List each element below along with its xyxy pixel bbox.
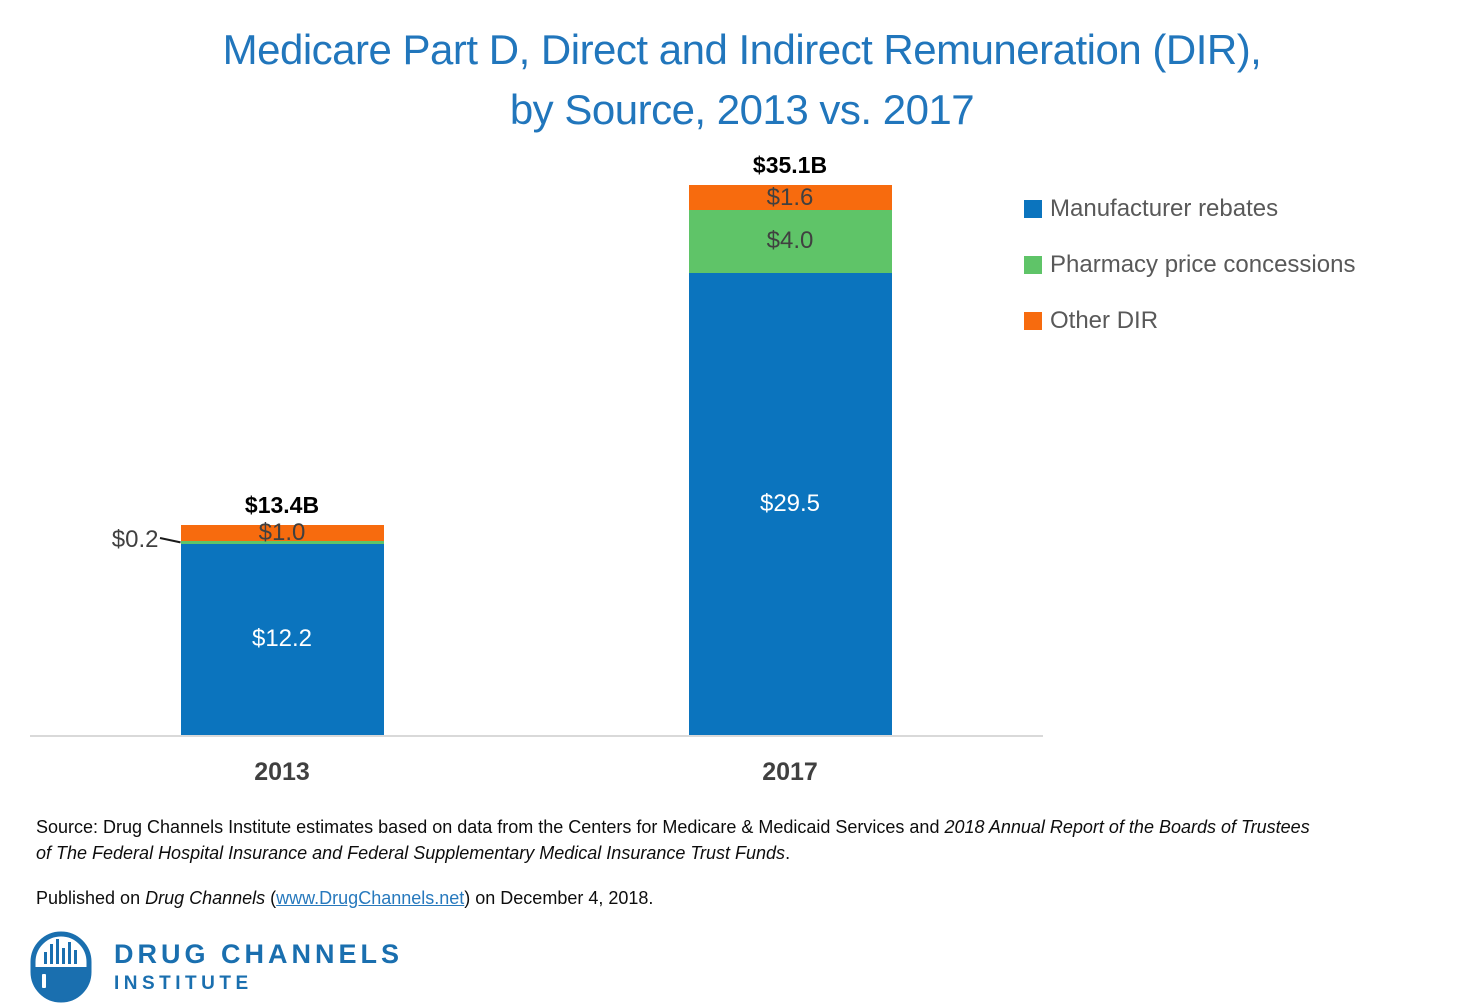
bar-segment-2013-pharmacy-price-concessions xyxy=(180,540,384,544)
drugchannels-link[interactable]: www.DrugChannels.net xyxy=(276,888,465,908)
logo-subname: INSTITUTE xyxy=(114,972,253,994)
source-note: Source: Drug Channels Institute estimate… xyxy=(36,814,1391,866)
bar-segment-label: $12.2 xyxy=(251,625,313,653)
logo-text: DRUG CHANNELS INSTITUTE xyxy=(114,939,403,996)
bar-segment-2017-pharmacy-price-concessions xyxy=(688,210,892,273)
bar-segment-2017-other-dir xyxy=(688,185,892,211)
legend-item-manufacturer-rebates: Manufacturer rebates xyxy=(1024,195,1355,222)
legend-swatch-orange-icon xyxy=(1024,312,1042,330)
x-axis-category-label: 2013 xyxy=(254,758,310,786)
published-line: Published on Drug Channels (www.DrugChan… xyxy=(36,888,653,909)
bar-segment-2017-manufacturer-rebates xyxy=(688,272,892,735)
bar-segment-label: $29.5 xyxy=(759,489,821,517)
source-period: . xyxy=(785,843,791,863)
source-italic-line2: of The Federal Hospital Insurance and Fe… xyxy=(36,843,786,863)
chart-title-line2: by Source, 2013 vs. 2017 xyxy=(509,86,975,133)
bar-segment-2013-other-dir xyxy=(180,525,384,541)
x-axis-line xyxy=(30,735,1043,737)
published-prefix: Published on xyxy=(36,888,146,908)
bar-total-label: $13.4B xyxy=(244,492,320,519)
legend-swatch-green-icon xyxy=(1024,256,1042,274)
logo-name: DRUG CHANNELS xyxy=(114,938,404,969)
x-axis-category-label: 2017 xyxy=(762,758,818,786)
capsule-logo-icon xyxy=(30,931,92,1003)
source-italic-line1: 2018 Annual Report of the Boards of Trus… xyxy=(944,817,1310,837)
legend: Manufacturer rebates Pharmacy price conc… xyxy=(1024,195,1356,365)
published-open-paren: ( xyxy=(265,888,277,908)
legend-item-other-dir: Other DIR xyxy=(1024,307,1355,334)
chart-title: Medicare Part D, Direct and Indirect Rem… xyxy=(0,20,1484,140)
published-suffix: ) on December 4, 2018. xyxy=(464,888,654,908)
legend-swatch-blue-icon xyxy=(1024,200,1042,218)
legend-label: Pharmacy price concessions xyxy=(1050,251,1356,278)
legend-label: Manufacturer rebates xyxy=(1050,195,1279,222)
bar-segment-label: $4.0 xyxy=(766,227,814,255)
bar-segment-label-outside: $0.2 xyxy=(111,526,159,554)
drug-channels-logo: DRUG CHANNELS INSTITUTE xyxy=(30,931,403,1003)
legend-label: Other DIR xyxy=(1050,307,1159,334)
bar-segment-label: $1.6 xyxy=(766,183,814,211)
bar-total-label: $35.1B xyxy=(752,152,828,178)
legend-item-pharmacy-price-concessions: Pharmacy price concessions xyxy=(1024,251,1356,278)
bar-segment-2013-manufacturer-rebates xyxy=(180,543,384,735)
published-publication-name: Drug Channels xyxy=(145,888,266,908)
bar-segment-label: $1.0 xyxy=(258,518,306,546)
chart-title-line1: Medicare Part D, Direct and Indirect Rem… xyxy=(222,26,1262,73)
source-regular: Source: Drug Channels Institute estimate… xyxy=(36,817,945,837)
leader-line xyxy=(159,537,181,544)
